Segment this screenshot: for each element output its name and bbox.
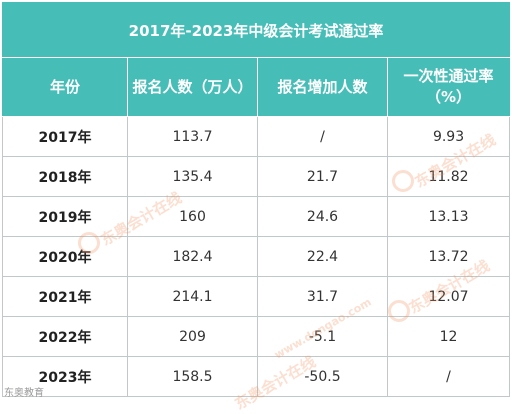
pass-rate-table-container: 2017年-2023年中级会计考试通过率 年份 报名人数（万人） 报名增加人数 … — [1, 2, 511, 399]
table-row: 2023年 158.5 -50.5 / — [2, 356, 511, 397]
header-year: 年份 — [2, 57, 128, 117]
cell-increase: 22.4 — [257, 236, 388, 277]
cell-pass-rate: 9.93 — [386, 116, 511, 157]
table-row: 2021年 214.1 31.7 12.07 — [2, 276, 511, 317]
cell-increase: / — [257, 116, 388, 157]
cell-applicants: 182.4 — [127, 236, 258, 277]
cell-applicants: 158.5 — [127, 356, 258, 397]
table-row: 2019年 160 24.6 13.13 — [2, 196, 511, 237]
cell-applicants: 135.4 — [127, 156, 258, 197]
header-pass-rate: 一次性通过率（%） — [386, 57, 511, 117]
table-header-row: 年份 报名人数（万人） 报名增加人数 一次性通过率（%） — [2, 57, 511, 117]
header-increase: 报名增加人数 — [257, 57, 388, 117]
table-row: 2017年 113.7 / 9.93 — [2, 116, 511, 157]
cell-year: 2019年 — [2, 196, 128, 237]
cell-pass-rate: 12.07 — [386, 276, 511, 317]
cell-year: 2022年 — [2, 316, 128, 357]
table-row: 2022年 209 -5.1 12 — [2, 316, 511, 357]
cell-increase: 21.7 — [257, 156, 388, 197]
cell-increase: 24.6 — [257, 196, 388, 237]
cell-pass-rate: 11.82 — [386, 156, 511, 197]
table-title: 2017年-2023年中级会计考试通过率 — [1, 2, 511, 58]
corner-watermark: 东奥教育 — [4, 388, 44, 399]
cell-applicants: 209 — [127, 316, 258, 357]
cell-year: 2017年 — [2, 116, 128, 157]
cell-pass-rate: / — [386, 356, 511, 397]
cell-applicants: 113.7 — [127, 116, 258, 157]
cell-year: 2023年 — [2, 356, 128, 397]
cell-increase: -5.1 — [257, 316, 388, 357]
cell-year: 2020年 — [2, 236, 128, 277]
cell-applicants: 160 — [127, 196, 258, 237]
cell-pass-rate: 13.72 — [386, 236, 511, 277]
table-row: 2020年 182.4 22.4 13.72 — [2, 236, 511, 277]
cell-year: 2021年 — [2, 276, 128, 317]
cell-year: 2018年 — [2, 156, 128, 197]
header-applicants: 报名人数（万人） — [127, 57, 258, 117]
table-title-row: 2017年-2023年中级会计考试通过率 — [1, 2, 511, 58]
cell-pass-rate: 12 — [386, 316, 511, 357]
pass-rate-table: 2017年-2023年中级会计考试通过率 年份 报名人数（万人） 报名增加人数 … — [1, 2, 511, 397]
cell-applicants: 214.1 — [127, 276, 258, 317]
cell-increase: 31.7 — [257, 276, 388, 317]
cell-pass-rate: 13.13 — [386, 196, 511, 237]
cell-increase: -50.5 — [257, 356, 388, 397]
table-row: 2018年 135.4 21.7 11.82 — [2, 156, 511, 197]
